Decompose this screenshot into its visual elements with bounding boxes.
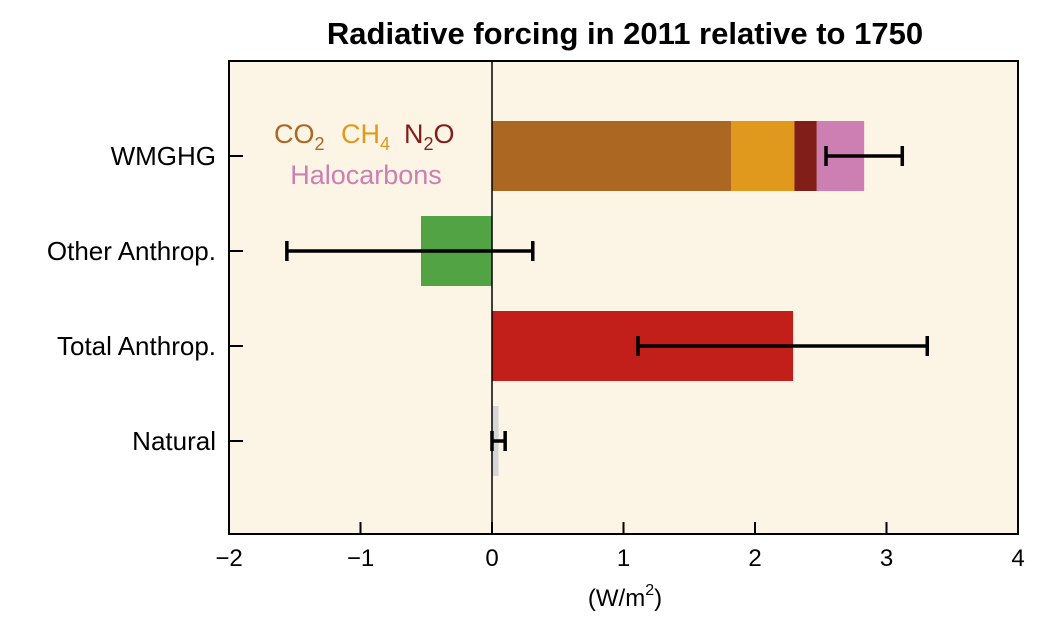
legend-entry-n2o: N2O bbox=[404, 119, 455, 154]
error-bar-total-anthrop bbox=[636, 336, 930, 356]
x-tick-label: 2 bbox=[748, 545, 761, 572]
category-label-other-anthrop: Other Anthrop. bbox=[47, 236, 216, 266]
x-tick-label: 3 bbox=[880, 545, 893, 572]
category-label-wmghg: WMGHG bbox=[111, 141, 216, 171]
chart-marks: −2 −1 0 1 2 3 4 WMGHG Other Anthrop. Total Anthro… bbox=[47, 61, 1025, 572]
error-bar-other-anthrop bbox=[285, 241, 535, 261]
x-axis-label-superscript: 2 bbox=[645, 582, 654, 599]
error-bar-natural bbox=[490, 431, 507, 451]
x-tick-label: −2 bbox=[215, 545, 242, 572]
x-tick-label: 1 bbox=[617, 545, 630, 572]
category-label-total-anthrop: Total Anthrop. bbox=[57, 331, 216, 361]
legend-entry-ch4: CH4 bbox=[341, 119, 390, 154]
bar-wmghg-n2o bbox=[794, 121, 817, 191]
error-bar-wmghg bbox=[824, 146, 905, 166]
chart-title: Radiative forcing in 2011 relative to 17… bbox=[327, 16, 923, 51]
bar-wmghg-co2 bbox=[492, 121, 732, 191]
bar-wmghg-ch4 bbox=[731, 121, 795, 191]
legend-entry-halocarbons: Halocarbons bbox=[290, 160, 442, 190]
x-tick-label: 0 bbox=[485, 545, 498, 572]
x-axis-label: (W/m2) bbox=[588, 582, 662, 612]
x-tick-label: 4 bbox=[1011, 545, 1024, 572]
legend-entry-co2: CO2 bbox=[274, 119, 325, 154]
legend: CO2 CH4 N2O Halocarbons bbox=[274, 119, 455, 190]
x-axis-label-base: (W/m bbox=[588, 585, 645, 612]
x-axis-label-close: ) bbox=[654, 585, 662, 612]
category-label-natural: Natural bbox=[132, 426, 216, 456]
x-tick-label: −1 bbox=[347, 545, 374, 572]
